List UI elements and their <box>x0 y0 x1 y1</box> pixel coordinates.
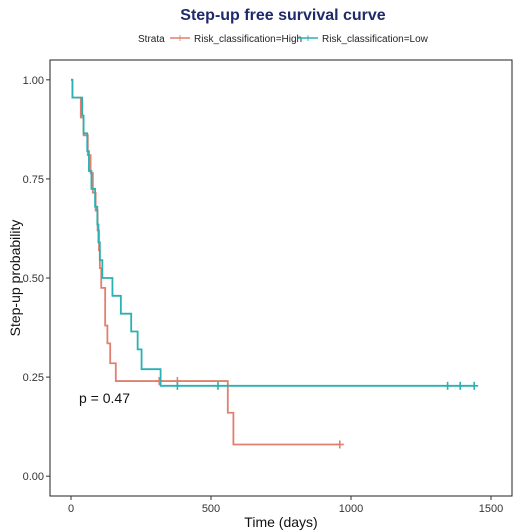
legend-key-high-marker: + <box>176 31 183 45</box>
legend-key-low-marker: + <box>304 31 311 45</box>
y-axis-title: Step-up probability <box>7 220 23 337</box>
censor-mark <box>214 381 222 390</box>
y-tick-label: 0.50 <box>23 273 44 285</box>
y-tick-label: 1.00 <box>23 75 44 87</box>
censor-mark <box>443 381 452 390</box>
chart-title: Step-up free survival curve <box>180 7 386 24</box>
x-tick-label: 1000 <box>339 503 363 515</box>
legend-label-low: Risk_classification=Low <box>322 34 429 45</box>
censor-mark <box>470 381 479 390</box>
censor-mark <box>335 440 344 449</box>
y-tick-label: 0.25 <box>23 372 44 384</box>
x-tick-label: 0 <box>68 503 74 515</box>
x-axis-title: Time (days) <box>244 514 317 530</box>
x-tick-label: 1500 <box>479 503 503 515</box>
x-tick-label: 500 <box>202 503 220 515</box>
censor-mark <box>173 381 182 390</box>
censor-mark <box>155 377 164 386</box>
series-curve-low <box>71 78 475 387</box>
legend-title: Strata <box>138 34 165 45</box>
legend-label-high: Risk_classification=High <box>194 34 302 45</box>
axis-ticks: 0 500 1000 1500 0.00 0.25 0.50 0.75 1.00 <box>23 75 504 515</box>
series-layer <box>71 78 479 449</box>
y-tick-label: 0.00 <box>23 471 44 483</box>
plot-panel-border <box>49 59 513 497</box>
legend: Strata + Risk_classification=High + Risk… <box>138 31 429 45</box>
p-value-annotation: p = 0.47 <box>79 390 130 406</box>
y-tick-label: 0.75 <box>23 174 44 186</box>
censor-mark <box>456 381 465 390</box>
